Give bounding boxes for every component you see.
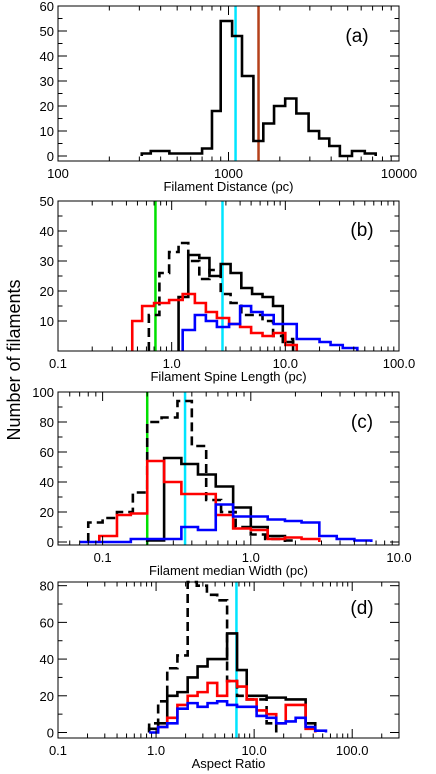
panel-2-hist-black	[177, 253, 295, 351]
panel-3: 0.1 1.0 10.0 0 20 40 60 80 100 Filament median Wi…	[32, 385, 411, 578]
y-tick-label: 20	[40, 505, 54, 520]
x-tick-label: 100.0	[336, 743, 369, 758]
panel-4-label: (d)	[350, 598, 373, 619]
panel-2-x-axis-label: Filament Spine Length (pc)	[150, 369, 306, 384]
y-tick-label: 0	[47, 149, 54, 164]
x-tick-label: 1000	[214, 166, 243, 181]
panel-4-x-axis-label: Aspect Ratio	[192, 756, 266, 771]
y-tick-label: 20	[40, 99, 54, 114]
y-tick-label: 80	[40, 415, 54, 430]
panel-4-hist-blue	[149, 699, 328, 734]
y-tick-label: 10	[40, 314, 54, 329]
panel-3-frame	[57, 391, 400, 546]
panel-1: 100 1000 10000 0 10 20 30 40 50 60 Filament Distan…	[40, 0, 418, 194]
panel-2-hist-red	[130, 292, 299, 351]
panel-3-hist-blue	[79, 503, 373, 544]
y-tick-label: 40	[40, 49, 54, 64]
panel-2: 0.1 1.0 10.0 100.0 10 20 30 40 50 Filament Spine …	[40, 194, 416, 384]
y-tick-label: 80	[40, 579, 54, 594]
panel-3-label: (c)	[351, 412, 373, 433]
panel-4-frame	[57, 581, 400, 739]
x-tick-label: 0.1	[49, 356, 67, 371]
panel-3-hist-black-dashed	[86, 399, 297, 542]
x-tick-label: 100.0	[383, 356, 416, 371]
y-tick-label: 20	[40, 284, 54, 299]
y-tick-label: 30	[40, 254, 54, 269]
panel-1-x-axis-label: Filament Distance (pc)	[163, 179, 293, 194]
y-tick-label: 10	[40, 124, 54, 139]
y-tick-label: 20	[40, 689, 54, 704]
y-tick-label: 100	[32, 385, 54, 400]
panel-3-x-axis-label: Filament median Width (pc)	[149, 563, 308, 578]
panel-1-label: (a)	[345, 26, 368, 47]
panel-4-hist-red	[156, 679, 317, 733]
x-tick-label: 10000	[381, 166, 417, 181]
y-tick-label: 60	[40, 445, 54, 460]
x-tick-label: 1.0	[163, 356, 181, 371]
panel-2-hist-blue	[181, 304, 359, 351]
y-tick-label: 40	[40, 224, 54, 239]
y-tick-label: 0	[47, 535, 54, 550]
x-tick-label: 1.0	[147, 743, 165, 758]
x-tick-label: 0.1	[94, 550, 112, 565]
panel-2-frame	[57, 200, 400, 352]
x-tick-label: 0.1	[49, 743, 67, 758]
panel-4-hist-black	[147, 632, 317, 733]
y-tick-label: 50	[40, 194, 54, 209]
x-tick-label: 10.0	[241, 743, 266, 758]
y-tick-label: 60	[40, 615, 54, 630]
y-tick-label: 40	[40, 475, 54, 490]
panel-1-hist-black	[140, 19, 377, 158]
panel-2-label: (b)	[350, 220, 373, 241]
x-tick-label: 10.0	[273, 356, 298, 371]
x-tick-label: 100	[47, 166, 69, 181]
figure-y-axis-label: Number of filaments	[4, 279, 24, 440]
y-tick-label: 50	[40, 24, 54, 39]
x-tick-label: 10.0	[386, 550, 411, 565]
panel-3-hist-red	[98, 459, 321, 542]
y-tick-label: 30	[40, 74, 54, 89]
y-tick-label: 0	[47, 725, 54, 740]
y-tick-label: 40	[40, 652, 54, 667]
x-tick-label: 1.0	[242, 550, 260, 565]
panel-4: 0.1 1.0 10.0 100.0 0 20 40 60 80 Aspect Ratio (d)	[40, 579, 400, 771]
y-tick-label: 60	[40, 0, 54, 14]
